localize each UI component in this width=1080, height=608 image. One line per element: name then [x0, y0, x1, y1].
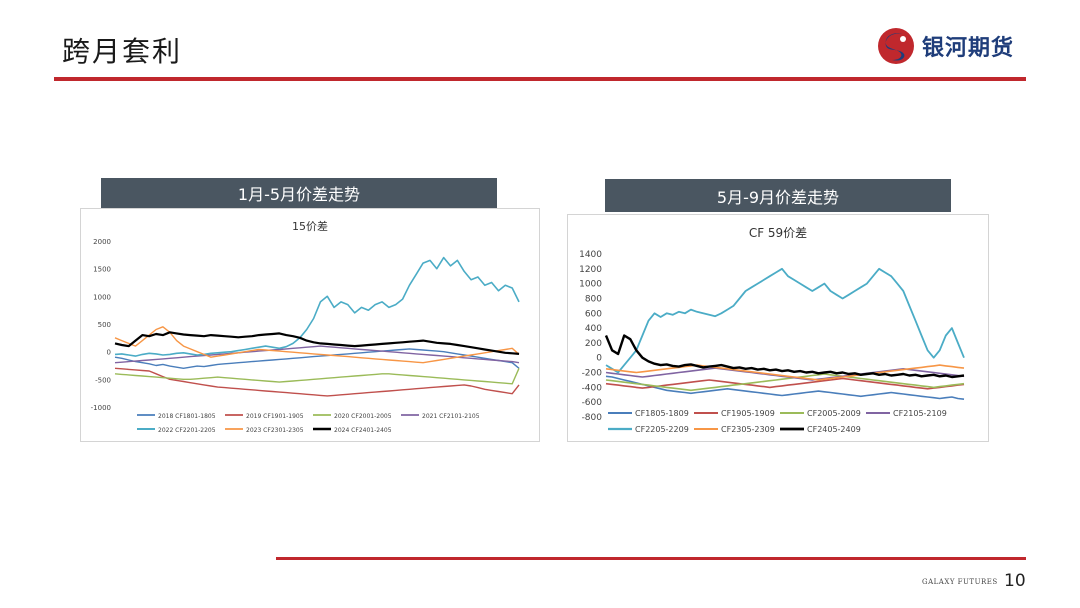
- y-tick-label: 800: [585, 294, 602, 304]
- y-tick-label: 1400: [579, 250, 602, 260]
- series-line-4: [114, 256, 520, 357]
- legend-label: 2023 CF2301-2305: [246, 427, 304, 434]
- series-line-5: [114, 326, 520, 364]
- series-line-3: [114, 345, 520, 364]
- series-line-5: [605, 364, 965, 381]
- brand-name: 银河期货: [922, 36, 1015, 61]
- legend-label: 2024 CF2401-2405: [334, 427, 392, 434]
- y-tick-label: -1000: [91, 404, 111, 412]
- legend-label: 2021 CF2101-2105: [422, 413, 480, 420]
- chart-15-spread: 15价差 -1000 -500 0 500 1000 1500 2000 2018 CF1801…: [80, 208, 540, 442]
- y-tick-label: 500: [98, 321, 111, 329]
- legend-label: 2018 CF1801-1805: [158, 413, 216, 420]
- right-chart-banner: 5月-9月价差走势: [605, 179, 951, 212]
- y-tick-label: -800: [582, 413, 603, 423]
- series-line-0: [605, 375, 965, 400]
- page-title: 跨月套利: [62, 35, 183, 68]
- y-tick-label: 1200: [579, 265, 602, 275]
- series-line-4: [605, 267, 965, 374]
- legend-label: CF2305-2309: [721, 425, 775, 434]
- chart-59-spread: CF 59价差 -800 -600 -400 -200 0 200 400 600 800 1000…: [567, 214, 989, 442]
- legend-label: 2022 CF2201-2205: [158, 427, 216, 434]
- y-tick-label: 2000: [93, 238, 111, 246]
- series-line-1: [605, 377, 965, 390]
- page-number: 10: [1004, 571, 1026, 591]
- series-line-6: [114, 331, 520, 355]
- legend-label: CF1805-1809: [635, 409, 689, 418]
- galaxy-logo-icon: [878, 28, 914, 64]
- y-tick-label: 1000: [579, 280, 602, 290]
- header-divider: [54, 77, 1026, 81]
- brand-logo: 银河期货: [876, 26, 1014, 66]
- footer-divider: [276, 557, 1026, 560]
- y-tick-label: 1000: [93, 293, 111, 301]
- y-tick-label: 0: [596, 354, 602, 364]
- series-line-0: [114, 348, 520, 370]
- y-tick-label: 200: [585, 339, 602, 349]
- left-chart-banner: 1月-5月价差走势: [101, 178, 497, 208]
- legend-label: 2020 CF2001-2005: [334, 413, 392, 420]
- legend-label: CF1905-1909: [721, 409, 775, 418]
- y-tick-label: -600: [582, 398, 603, 408]
- chart-title: CF 59价差: [749, 226, 807, 240]
- series-line-6: [604, 334, 965, 379]
- legend-label: CF2205-2209: [635, 425, 689, 434]
- y-tick-label: 0: [107, 349, 111, 357]
- y-tick-label: -500: [95, 376, 111, 384]
- chart-title: 15价差: [292, 219, 328, 233]
- y-tick-label: 400: [585, 324, 602, 334]
- chart-59-spread-svg: CF 59价差 -800 -600 -400 -200 0 200 400 600 800 1000…: [579, 226, 965, 434]
- y-tick-label: -200: [582, 369, 603, 379]
- legend-label: CF2005-2009: [807, 409, 861, 418]
- series-line-2: [114, 368, 520, 385]
- footer-brand: GALAXY FUTURES: [922, 578, 998, 586]
- legend-label: CF2405-2409: [807, 425, 861, 434]
- y-tick-label: 600: [585, 309, 602, 319]
- series-line-1: [114, 367, 520, 397]
- y-tick-label: -400: [582, 383, 603, 393]
- chart-15-spread-svg: 15价差 -1000 -500 0 500 1000 1500 2000 2018 CF1801…: [91, 219, 520, 434]
- legend-label: 2019 CF1901-1905: [246, 413, 304, 420]
- series-line-2: [605, 373, 965, 392]
- y-tick-label: 1500: [93, 266, 111, 274]
- legend-label: CF2105-2109: [893, 409, 947, 418]
